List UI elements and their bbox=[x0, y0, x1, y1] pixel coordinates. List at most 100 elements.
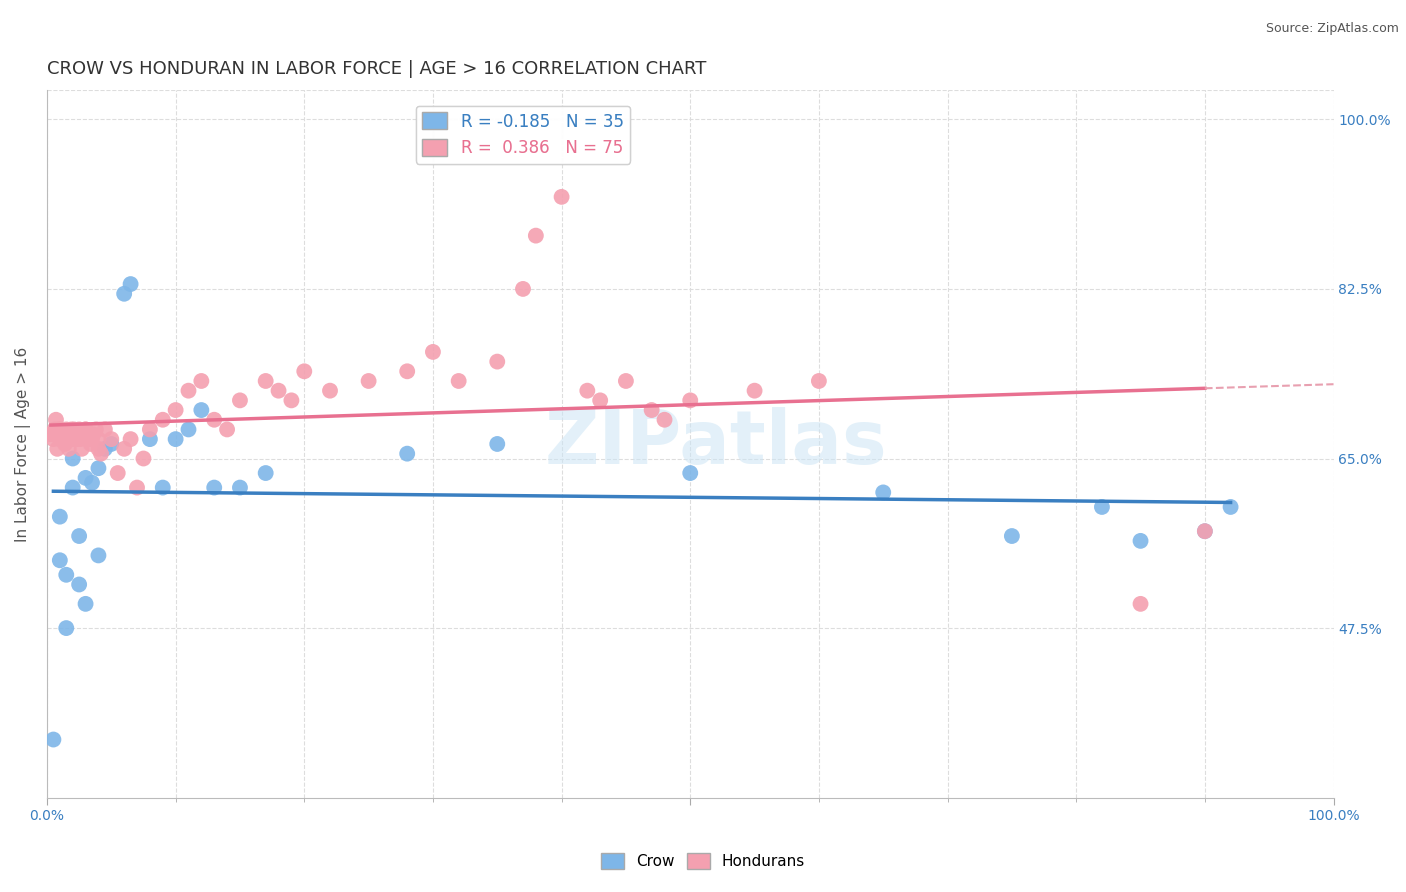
Point bbox=[1091, 500, 1114, 514]
Legend: Crow, Hondurans: Crow, Hondurans bbox=[595, 847, 811, 875]
Y-axis label: In Labor Force | Age > 16: In Labor Force | Age > 16 bbox=[15, 346, 31, 541]
Point bbox=[55, 422, 77, 436]
Point bbox=[165, 432, 187, 446]
Point bbox=[87, 442, 110, 456]
Point bbox=[75, 422, 97, 436]
Point bbox=[90, 447, 112, 461]
Point bbox=[87, 549, 110, 563]
Point bbox=[55, 432, 77, 446]
Point bbox=[486, 354, 509, 368]
Legend: R = -0.185   N = 35, R =  0.386   N = 75: R = -0.185 N = 35, R = 0.386 N = 75 bbox=[416, 105, 630, 163]
Point bbox=[267, 384, 290, 398]
Point bbox=[1129, 533, 1152, 548]
Point bbox=[217, 422, 239, 436]
Point bbox=[62, 427, 84, 442]
Point bbox=[69, 432, 91, 446]
Point bbox=[357, 374, 380, 388]
Point bbox=[62, 451, 84, 466]
Point bbox=[48, 422, 70, 436]
Point bbox=[1194, 524, 1216, 538]
Point bbox=[49, 422, 72, 436]
Point bbox=[55, 567, 77, 582]
Point bbox=[62, 481, 84, 495]
Point bbox=[1001, 529, 1024, 543]
Point bbox=[39, 427, 62, 442]
Point bbox=[75, 597, 97, 611]
Point bbox=[44, 422, 66, 436]
Point bbox=[87, 432, 110, 446]
Point bbox=[100, 432, 122, 446]
Point bbox=[67, 529, 90, 543]
Point bbox=[190, 403, 212, 417]
Point bbox=[576, 384, 599, 398]
Point bbox=[62, 432, 84, 446]
Point bbox=[100, 437, 122, 451]
Point bbox=[49, 509, 72, 524]
Text: ZIPatlas: ZIPatlas bbox=[544, 408, 887, 481]
Point bbox=[112, 286, 135, 301]
Point bbox=[422, 345, 444, 359]
Point bbox=[512, 282, 534, 296]
Point bbox=[1129, 597, 1152, 611]
Point bbox=[744, 384, 766, 398]
Point bbox=[120, 432, 142, 446]
Point bbox=[67, 422, 90, 436]
Point bbox=[112, 442, 135, 456]
Point bbox=[872, 485, 894, 500]
Point bbox=[396, 447, 419, 461]
Point bbox=[486, 437, 509, 451]
Point bbox=[75, 422, 97, 436]
Point bbox=[319, 384, 342, 398]
Point bbox=[640, 403, 662, 417]
Point bbox=[447, 374, 470, 388]
Point bbox=[1219, 500, 1241, 514]
Point bbox=[53, 437, 76, 451]
Point bbox=[280, 393, 302, 408]
Point bbox=[58, 442, 80, 456]
Point bbox=[132, 451, 155, 466]
Point bbox=[87, 461, 110, 475]
Point bbox=[614, 374, 637, 388]
Point bbox=[84, 422, 107, 436]
Point bbox=[152, 413, 174, 427]
Point bbox=[46, 442, 69, 456]
Point bbox=[77, 432, 100, 446]
Point bbox=[292, 364, 315, 378]
Point bbox=[60, 422, 83, 436]
Point bbox=[59, 432, 82, 446]
Point bbox=[65, 427, 87, 442]
Point bbox=[42, 732, 65, 747]
Point bbox=[72, 427, 94, 442]
Point bbox=[70, 442, 93, 456]
Point bbox=[679, 393, 702, 408]
Point bbox=[125, 481, 148, 495]
Point bbox=[63, 422, 86, 436]
Point bbox=[396, 364, 419, 378]
Point bbox=[152, 481, 174, 495]
Point bbox=[75, 471, 97, 485]
Point bbox=[679, 466, 702, 480]
Point bbox=[49, 432, 72, 446]
Point bbox=[229, 481, 252, 495]
Point bbox=[82, 427, 104, 442]
Point bbox=[589, 393, 612, 408]
Point bbox=[80, 432, 103, 446]
Point bbox=[139, 432, 162, 446]
Point bbox=[45, 413, 67, 427]
Point bbox=[65, 432, 87, 446]
Point bbox=[254, 374, 277, 388]
Point bbox=[177, 384, 200, 398]
Point bbox=[52, 432, 75, 446]
Point bbox=[229, 393, 252, 408]
Point bbox=[254, 466, 277, 480]
Point bbox=[202, 481, 225, 495]
Point bbox=[107, 466, 129, 480]
Point bbox=[94, 442, 117, 456]
Point bbox=[80, 475, 103, 490]
Point bbox=[165, 403, 187, 417]
Point bbox=[550, 190, 572, 204]
Point bbox=[524, 228, 547, 243]
Point bbox=[67, 577, 90, 591]
Point bbox=[1194, 524, 1216, 538]
Point bbox=[94, 422, 117, 436]
